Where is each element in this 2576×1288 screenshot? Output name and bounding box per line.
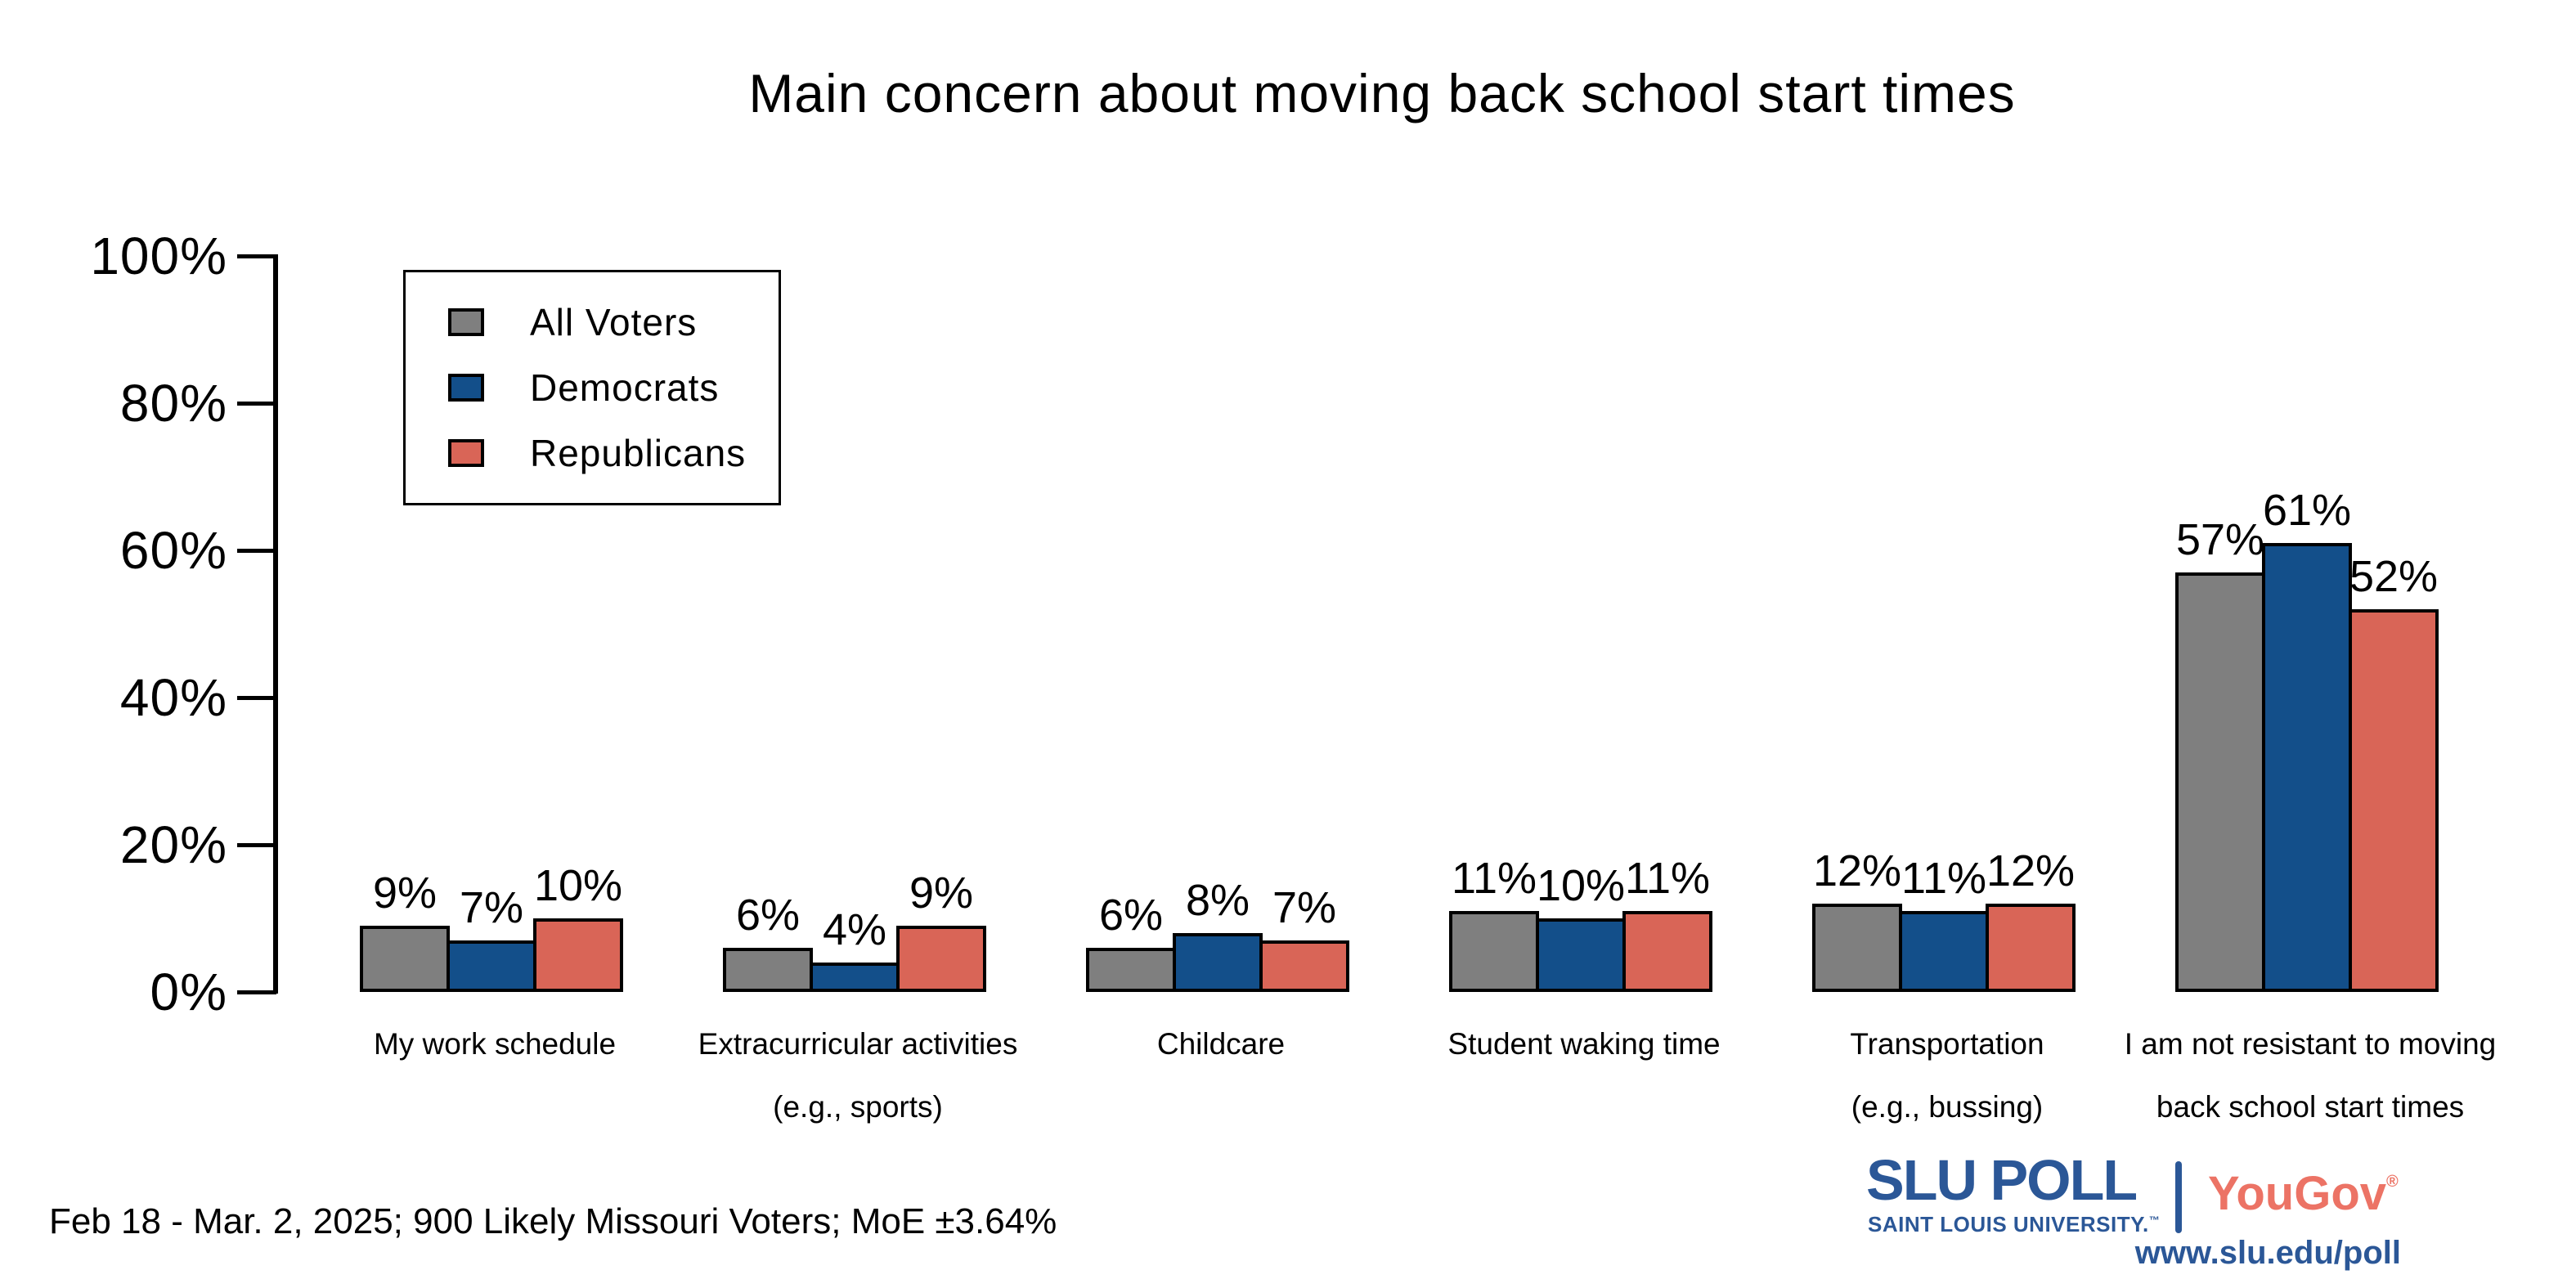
x-category-label-line: (e.g., bussing) [1851,1090,2044,1124]
bar-democrats-2 [1173,933,1263,992]
bar-value-label: 9% [372,868,438,918]
bar-value-label: 9% [909,868,974,918]
bar-value-label: 61% [2262,486,2352,535]
trademark-symbol: ™ [2148,1214,2161,1227]
slu-university-text: SAINT LOUIS UNIVERSITY. [1868,1212,2149,1236]
x-category-label: Extracurricular activities (e.g., sports) [662,1012,1054,1138]
y-axis-tick-label: 40% [119,668,227,727]
bar-democrats-3 [1536,918,1626,992]
bar-value-label: 12% [1986,846,2076,895]
x-category-label: My work schedule [298,1012,691,1075]
y-axis-tick [237,254,276,258]
x-category-label-line: I am not resistant to moving [2124,1027,2497,1061]
bar-democrats-0 [447,940,536,992]
bar-republicans-3 [1622,911,1712,992]
bar-value-label: 11% [1901,854,1987,903]
x-category-label-line: back school start times [2156,1090,2465,1124]
x-category-label-line: My work schedule [373,1027,617,1061]
bar-republicans-5 [2349,609,2439,992]
legend: All Voters Democrats Republicans [403,270,781,505]
y-axis-tick [237,402,276,406]
x-category-label: Childcare [1025,1012,1417,1075]
y-axis-line [273,254,278,994]
bar-value-label: 57% [2175,515,2265,564]
bar-all-voters-0 [360,926,450,992]
bar-value-label: 6% [1098,891,1164,940]
bar-republicans-2 [1259,940,1349,992]
bar-democrats-5 [2262,543,2352,992]
legend-item-all-voters: All Voters [448,300,779,344]
bar-democrats-1 [810,963,900,992]
legend-swatch-republicans [448,439,484,467]
legend-label-republicans: Republicans [530,432,747,474]
x-category-label-line: (e.g., sports) [773,1090,943,1124]
y-axis-tick [237,549,276,553]
bar-all-voters-2 [1086,948,1176,992]
legend-item-democrats: Democrats [448,366,779,410]
y-axis-tick [237,990,276,994]
bar-value-label: 7% [459,883,524,932]
bar-all-voters-5 [2175,572,2265,992]
y-axis-tick-label: 20% [119,815,227,874]
x-category-label: Student waking time [1388,1012,1780,1075]
bar-value-label: 4% [822,905,887,954]
bar-all-voters-4 [1812,904,1902,992]
x-category-label-line: Transportation [1850,1027,2044,1061]
legend-swatch-democrats [448,374,484,402]
legend-label-all-voters: All Voters [530,301,698,343]
y-axis-tick-label: 60% [119,521,227,580]
bar-value-label: 7% [1272,883,1337,932]
bar-all-voters-1 [723,948,813,992]
slu-poll-url: www.slu.edu/poll [2134,1235,2401,1271]
bar-democrats-4 [1899,911,1989,992]
x-category-label: I am not resistant to moving back school … [2114,1012,2506,1138]
legend-label-democrats: Democrats [530,366,720,409]
registered-symbol: ® [2386,1173,2399,1191]
y-axis-tick-label: 80% [119,374,227,433]
slu-university-wordmark: SAINT LOUIS UNIVERSITY.™ [1868,1212,2160,1237]
legend-item-republicans: Republicans [448,431,779,475]
bar-value-label: 10% [1536,861,1626,910]
bar-republicans-4 [1986,904,2076,992]
x-category-label-line: Childcare [1156,1027,1286,1061]
y-axis-tick [237,843,276,847]
x-category-label: Transportation (e.g., bussing) [1751,1012,2143,1138]
logo-separator [2175,1161,2182,1233]
bar-value-label: 10% [533,861,623,910]
slu-poll-logo: SLU POLL [1866,1148,2138,1212]
y-axis-tick-label: 0% [150,963,227,1021]
bar-value-label: 6% [735,891,801,940]
bar-republicans-1 [896,926,986,992]
x-category-label-line: Student waking time [1447,1027,1721,1061]
x-category-label-line: Extracurricular activities [698,1027,1018,1061]
yougov-text: YouGov [2208,1167,2387,1220]
bar-value-label: 12% [1812,846,1902,895]
methodology-note: Feb 18 - Mar. 2, 2025; 900 Likely Missou… [49,1201,1057,1241]
y-axis-tick-label: 100% [90,227,227,285]
bar-value-label: 11% [1451,854,1537,903]
bar-value-label: 8% [1185,876,1250,925]
legend-swatch-all-voters [448,308,484,336]
bar-republicans-0 [533,918,623,992]
y-axis-tick [237,696,276,700]
bar-value-label: 11% [1624,854,1711,903]
bar-value-label: 52% [2349,552,2439,601]
chart-title: Main concern about moving back school st… [748,63,2016,123]
yougov-logo: YouGov® [2208,1166,2399,1221]
bar-all-voters-3 [1449,911,1539,992]
